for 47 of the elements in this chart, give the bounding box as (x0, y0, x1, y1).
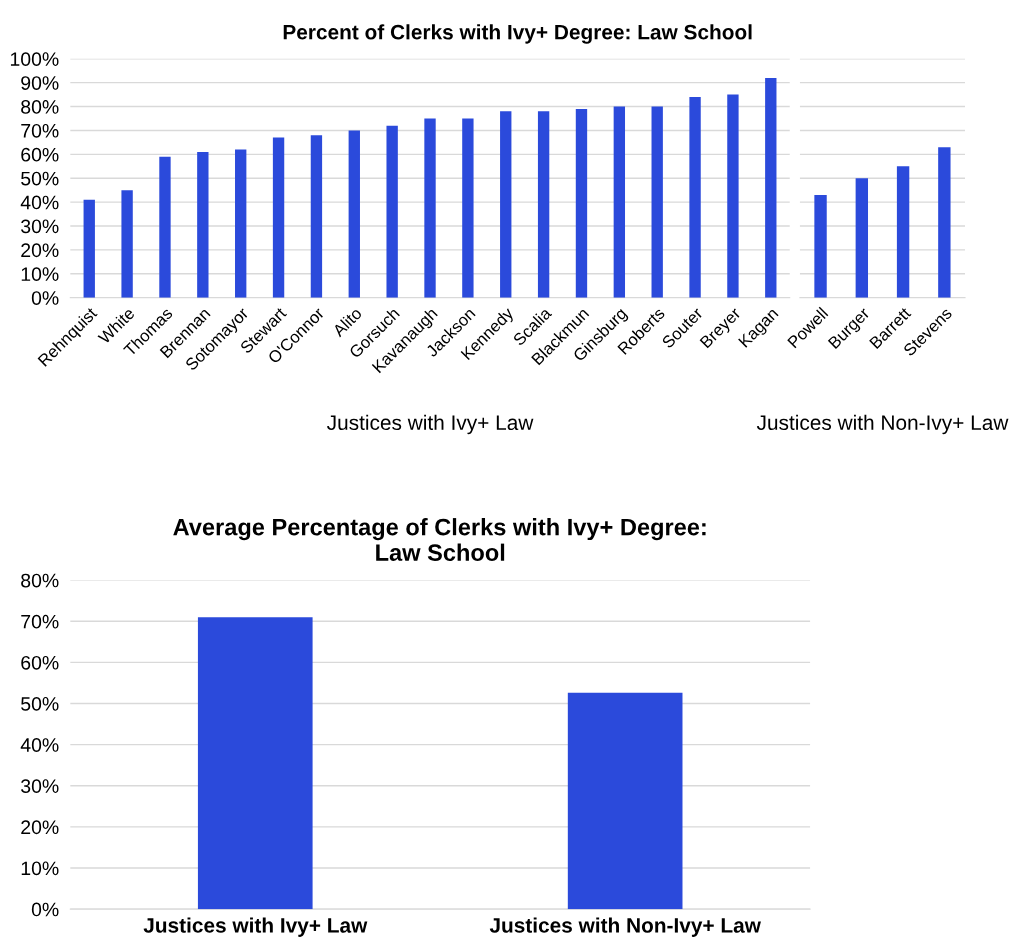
y-tick-label: 10% (21, 267, 59, 282)
y-tick-label: 70% (21, 614, 59, 629)
y-tick-label: 10% (21, 861, 59, 876)
y-tick-label: 20% (21, 820, 59, 835)
y-tick-label: 50% (21, 697, 59, 711)
bar (272, 137, 285, 298)
bar (159, 156, 171, 298)
bar (462, 118, 474, 298)
x-axis-title: Justices with Non-Ivy+ Law (756, 414, 1009, 435)
bar (855, 178, 869, 298)
bar (765, 77, 777, 298)
bar (938, 147, 951, 298)
bar (424, 118, 436, 298)
y-tick-label: 50% (21, 171, 59, 186)
bar (537, 111, 550, 298)
bar (235, 149, 247, 298)
bar (613, 106, 626, 298)
bar (727, 94, 739, 298)
bar (651, 106, 663, 298)
y-tick-label: 40% (20, 738, 59, 752)
y-tick-label: 80% (21, 100, 59, 114)
bar (896, 166, 910, 298)
bar (386, 125, 398, 298)
y-tick-label: 80% (21, 573, 59, 588)
y-tick-label: 100% (10, 52, 59, 67)
bar (575, 108, 588, 298)
bar (500, 111, 512, 298)
y-tick-label: 60% (21, 655, 59, 670)
y-tick-label: 0% (31, 902, 59, 917)
y-tick-label: 70% (21, 123, 59, 138)
y-tick-label: 60% (21, 147, 59, 162)
y-tick-label: 40% (20, 195, 59, 210)
bar (310, 135, 323, 298)
bar (689, 97, 701, 298)
y-tick-label: 30% (21, 779, 59, 794)
bar (814, 194, 827, 298)
y-tick-label: 90% (21, 76, 59, 90)
bar (197, 151, 209, 298)
x-axis-title: Justices with Ivy+ Law (327, 414, 534, 435)
bar (121, 190, 133, 298)
bar (83, 199, 95, 298)
y-tick-label: 20% (21, 243, 59, 258)
y-tick-label: 30% (21, 219, 59, 234)
y-tick-label: 0% (31, 291, 59, 305)
bar (348, 130, 360, 298)
chart-title: Percent of Clerks with Ivy+ Degree: Law School (283, 24, 752, 44)
chart-title: Average Percentage of Clerks with Ivy+ Degree: Law School (173, 518, 706, 561)
